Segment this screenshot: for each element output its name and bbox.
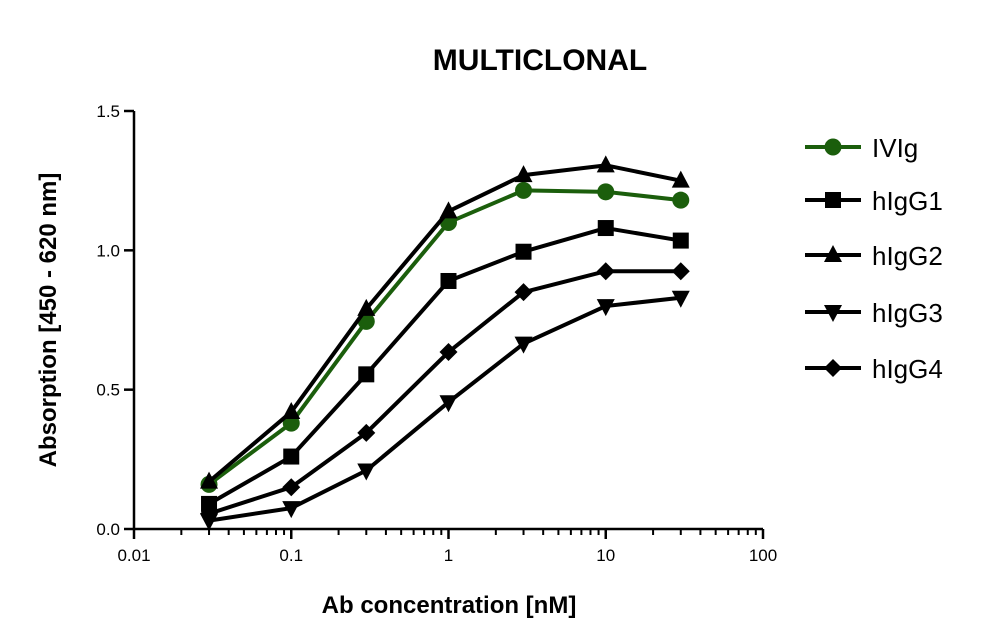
marker-triangle-down [514, 336, 533, 354]
marker-triangle-up [671, 170, 690, 188]
marker-triangle-down [596, 299, 615, 317]
chart-title: MULTICLONAL [433, 44, 647, 77]
marker-triangle-down [824, 305, 842, 322]
marker-triangle-up [200, 471, 219, 489]
marker-circle [597, 183, 615, 201]
series-higg4 [200, 262, 690, 523]
x-tick-label: 10 [596, 546, 615, 565]
marker-square [440, 272, 457, 289]
legend-label: hIgG2 [872, 241, 943, 271]
marker-diamond [596, 262, 615, 281]
axes: 0.01 0.1 1 10 100 0.0 0.5 1.0 1.5 [96, 102, 777, 565]
marker-circle [824, 138, 842, 156]
marker-circle [515, 181, 533, 199]
marker-triangle-up [282, 401, 301, 419]
legend-item-ivig: IVIg [805, 133, 918, 163]
x-tick-label: 0.1 [279, 546, 303, 565]
legend-label: hIgG1 [872, 186, 943, 216]
x-tick-label: 1 [444, 546, 453, 565]
marker-triangle-down [357, 463, 376, 481]
series-group [200, 155, 690, 531]
legend-item-higg3: hIgG3 [805, 298, 943, 328]
y-tick-label: 0.5 [96, 381, 120, 400]
marker-diamond [824, 359, 842, 377]
marker-square [358, 366, 375, 383]
marker-diamond [200, 504, 219, 523]
marker-square [515, 243, 532, 260]
marker-square [597, 220, 614, 237]
marker-triangle-down [439, 395, 458, 413]
x-axis-label: Ab concentration [nM] [322, 592, 577, 619]
legend-label: hIgG3 [872, 298, 943, 328]
legend: IVIg hIgG1 hIgG2 hIgG3 hIgG4 [805, 133, 943, 384]
y-tick-label: 0.0 [96, 520, 120, 539]
marker-triangle-down [671, 290, 690, 308]
marker-square [201, 495, 218, 512]
legend-label: hIgG4 [872, 354, 943, 384]
marker-diamond [671, 262, 690, 281]
marker-diamond [282, 478, 301, 497]
y-tick-label: 1.0 [96, 241, 120, 260]
y-tick-label: 1.5 [96, 102, 120, 121]
series-higg2 [200, 155, 690, 489]
marker-square [825, 192, 841, 208]
marker-square [283, 448, 300, 465]
marker-triangle-down [282, 501, 301, 519]
marker-circle [672, 191, 690, 209]
legend-item-higg2: hIgG2 [805, 241, 943, 271]
marker-diamond [357, 423, 376, 442]
marker-triangle-up [439, 201, 458, 219]
x-tick-label: 0.01 [117, 546, 150, 565]
legend-item-higg4: hIgG4 [805, 354, 943, 384]
series-higg1 [201, 220, 689, 512]
legend-item-higg1: hIgG1 [805, 186, 943, 216]
marker-square [672, 232, 689, 249]
marker-triangle-up [514, 165, 533, 183]
marker-diamond [439, 343, 458, 362]
marker-triangle-up [824, 245, 842, 262]
series-line [208, 295, 681, 523]
marker-triangle-up [357, 298, 376, 316]
marker-diamond [514, 283, 533, 302]
legend-label: IVIg [872, 133, 918, 163]
y-axis-label: Absorption [450 - 620 nm] [35, 173, 62, 468]
marker-triangle-up [596, 155, 615, 173]
x-tick-label: 100 [749, 546, 777, 565]
